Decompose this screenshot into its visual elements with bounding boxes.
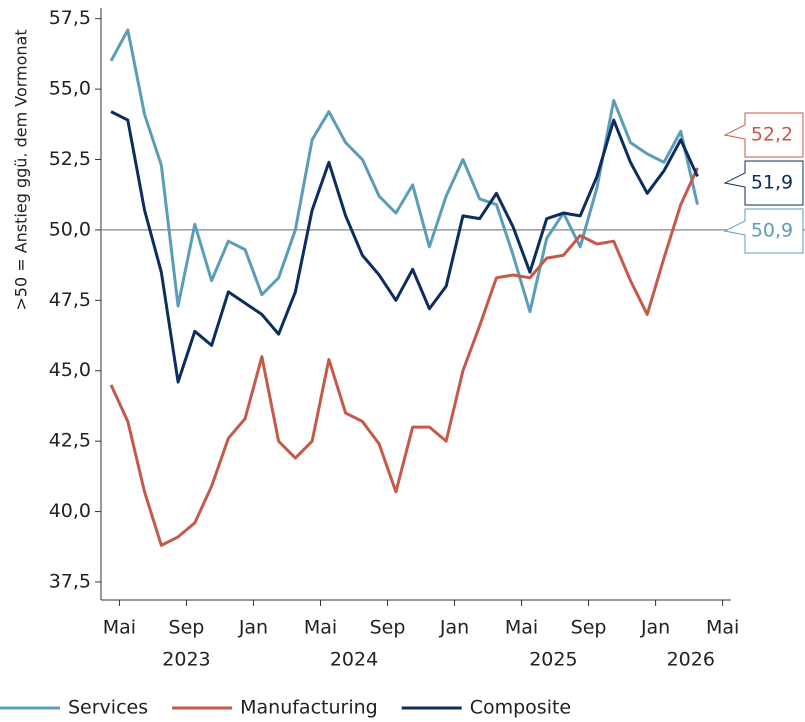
x-tick-label: Mai bbox=[103, 617, 136, 639]
x-tick-label: Mai bbox=[706, 617, 739, 639]
y-tick-label: 47,5 bbox=[49, 289, 91, 311]
y-tick-label: 52,5 bbox=[49, 148, 91, 170]
y-tick-label: 37,5 bbox=[49, 570, 91, 592]
end-label: 50,9 bbox=[751, 219, 793, 241]
series-line bbox=[109, 28, 699, 314]
y-tick-label: 57,5 bbox=[49, 7, 91, 29]
x-tick-label: Jan bbox=[238, 617, 268, 639]
legend-label: Manufacturing bbox=[240, 697, 378, 719]
end-label-box bbox=[723, 160, 804, 206]
x-tick-label: Sep bbox=[571, 617, 607, 639]
year-label: 2026 bbox=[667, 649, 715, 671]
year-label: 2025 bbox=[529, 649, 577, 671]
x-tick-label: Jan bbox=[640, 617, 670, 639]
series-line bbox=[110, 110, 699, 384]
end-label: 51,9 bbox=[751, 171, 793, 193]
legend-label: Services bbox=[68, 697, 148, 719]
y-tick-label: 50,0 bbox=[49, 218, 91, 240]
y-tick-label: 42,5 bbox=[49, 430, 91, 452]
x-tick-label: Mai bbox=[505, 617, 538, 639]
year-label: 2024 bbox=[330, 649, 378, 671]
y-tick-label: 45,0 bbox=[49, 359, 91, 381]
year-label: 2023 bbox=[162, 649, 210, 671]
x-tick-label: Jan bbox=[439, 617, 469, 639]
end-label-box bbox=[723, 112, 804, 158]
end-label: 52,2 bbox=[751, 123, 793, 145]
end-label-box bbox=[723, 208, 804, 254]
x-tick-label: Sep bbox=[169, 617, 205, 639]
legend-label: Composite bbox=[470, 697, 571, 719]
series-line bbox=[109, 167, 699, 547]
x-tick-label: Mai bbox=[304, 617, 337, 639]
x-tick-label: Sep bbox=[370, 617, 406, 639]
y-tick-label: 40,0 bbox=[49, 500, 91, 522]
y-tick-label: 55,0 bbox=[49, 78, 91, 100]
y-axis-label: >50 = Anstieg ggü. dem Vormonat bbox=[12, 29, 31, 310]
